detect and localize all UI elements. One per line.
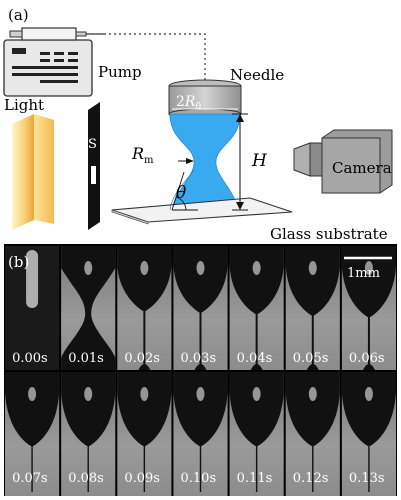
light-panel-front <box>12 114 34 230</box>
camera-lens <box>293 142 311 177</box>
pump: Pump <box>3 27 142 97</box>
frame: 0.13s <box>341 372 396 496</box>
drop-highlight <box>140 261 149 275</box>
frame: 0.09s <box>117 372 172 496</box>
frames-row-1: 0.00s 0.01s 0.02s 0.03s 0.04s 0.05s 0.06s <box>5 246 396 370</box>
frames-row-2: 0.07s 0.08s 0.09s 0.10s 0.11s 0.12s 0.13s <box>5 372 396 496</box>
neck-radius-label: Rm <box>131 144 154 166</box>
frame-time-label: 0.04s <box>237 351 273 366</box>
liquid-column <box>26 250 39 308</box>
slit-label: S <box>88 137 97 152</box>
frame-time-label: 0.02s <box>124 351 160 366</box>
slit-opening <box>91 166 96 184</box>
pendant-drop <box>341 372 396 446</box>
drop-highlight <box>252 261 261 275</box>
pendant-drop <box>117 246 172 311</box>
frame-time-label: 0.00s <box>12 351 48 366</box>
drop-highlight <box>28 387 37 401</box>
syringe-barrel <box>21 27 77 41</box>
needle: 2R0 Needle <box>168 66 284 120</box>
frame: 0.02s <box>117 246 172 370</box>
camera: Camera <box>293 129 393 194</box>
light-label: Light <box>4 96 44 114</box>
light-source: Light <box>4 96 54 230</box>
frame-time-label: 0.06s <box>349 351 385 366</box>
tubing <box>104 33 206 82</box>
pendant-drop <box>341 246 396 317</box>
frame-time-label: 0.05s <box>293 351 329 366</box>
frame: 0.01s <box>61 246 116 370</box>
frame-time-label: 0.13s <box>349 471 385 486</box>
drop-highlight <box>196 387 205 401</box>
scale-bar-label: 1mm <box>347 266 380 281</box>
panel-b-label: (b) <box>8 253 29 271</box>
angle-label: θ <box>176 183 186 203</box>
height-label: H <box>251 151 268 171</box>
drop-highlight <box>140 387 149 401</box>
drop-highlight <box>84 261 93 275</box>
frame-time-label: 0.10s <box>181 471 217 486</box>
frame: 0.11s <box>229 372 284 496</box>
diameter-label: 2R0 <box>176 94 201 112</box>
drop-highlight <box>364 261 373 275</box>
pendant-drop <box>285 372 340 446</box>
needle-label: Needle <box>230 66 284 84</box>
frame: 0.04s <box>229 246 284 370</box>
pendant-drop <box>229 246 284 314</box>
liquid-bridge-frame <box>61 246 116 370</box>
substrate-label: Glass substrate <box>270 225 388 243</box>
frame-time-label: 0.08s <box>68 471 104 486</box>
drop-highlight <box>196 261 205 275</box>
panel-b: 0.00s 0.01s 0.02s 0.03s 0.04s 0.05s 0.06s 0.07… <box>4 244 397 496</box>
frame: 0.03s <box>173 246 228 370</box>
panel-a: (a) Pump 2R0 <box>3 6 393 243</box>
pendant-drop <box>229 372 284 446</box>
frame-time-label: 0.07s <box>12 471 48 486</box>
panel-a-label: (a) <box>8 6 29 24</box>
pendant-drop <box>5 372 60 446</box>
frame: 0.12s <box>285 372 340 496</box>
frame: 0.06s <box>341 246 396 370</box>
frame-time-label: 0.12s <box>293 471 329 486</box>
light-panel-side <box>34 114 54 224</box>
drop-highlight <box>308 261 317 275</box>
frame: 0.05s <box>285 246 340 370</box>
frame-time-label: 0.09s <box>124 471 160 486</box>
slit: S <box>88 102 100 230</box>
pendant-drop <box>61 372 116 446</box>
frame: 0.08s <box>61 372 116 496</box>
frame-time-label: 0.01s <box>68 351 104 366</box>
drop-highlight <box>84 387 93 401</box>
drop-highlight <box>252 387 261 401</box>
pendant-drop <box>285 246 340 316</box>
pendant-drop <box>173 246 228 313</box>
drop-highlight <box>364 387 373 401</box>
pendant-drop <box>117 372 172 446</box>
frame-time-label: 0.11s <box>237 471 273 486</box>
frame: 0.07s <box>5 372 60 496</box>
drop-highlight <box>308 387 317 401</box>
camera-label: Camera <box>332 159 392 177</box>
frame: 0.10s <box>173 372 228 496</box>
pump-label: Pump <box>98 63 142 81</box>
frame: 0.00s <box>5 246 60 370</box>
frame-time-label: 0.03s <box>181 351 217 366</box>
pump-display <box>12 48 26 54</box>
pendant-drop <box>173 372 228 446</box>
